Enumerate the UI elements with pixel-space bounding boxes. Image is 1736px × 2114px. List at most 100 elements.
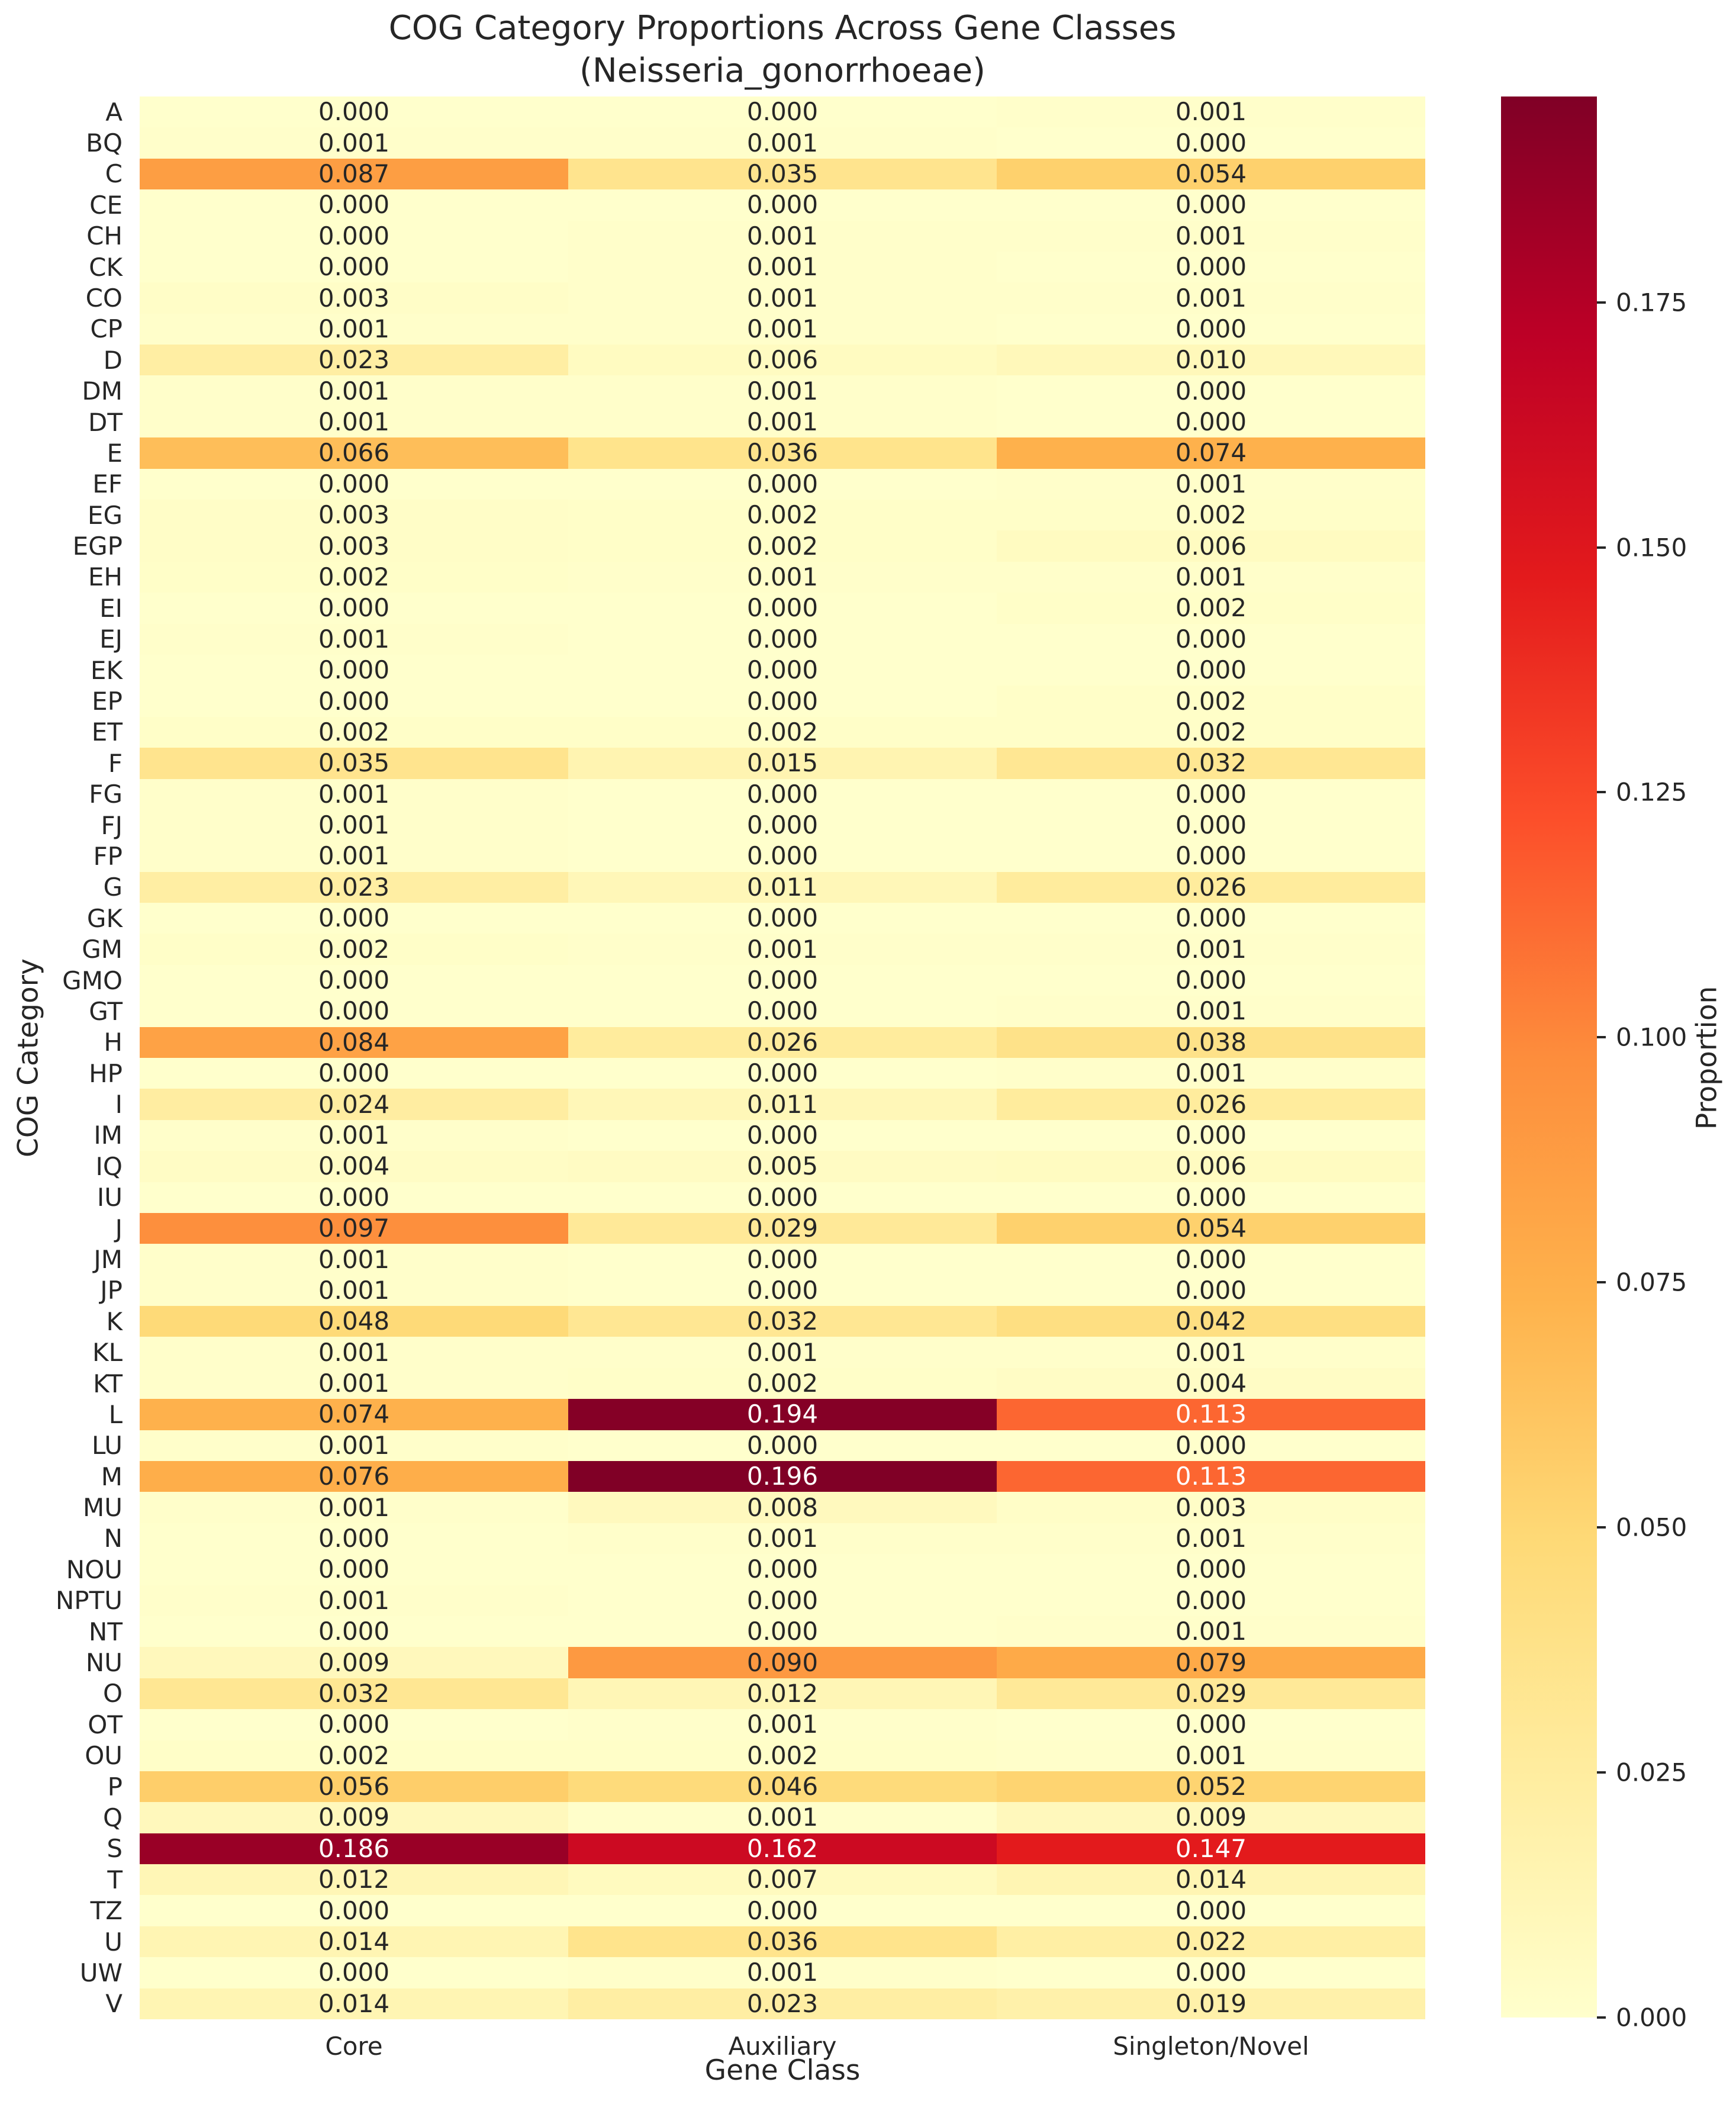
y-tick-label: JM bbox=[94, 1245, 123, 1274]
heatmap-cell: 0.194 bbox=[568, 1399, 997, 1430]
colorbar-tick-mark bbox=[1597, 1036, 1606, 1039]
y-tick-label: F bbox=[108, 748, 123, 778]
heatmap-cell: 0.000 bbox=[568, 623, 997, 655]
heatmap-cell: 0.023 bbox=[568, 1988, 997, 2019]
heatmap-cell: 0.000 bbox=[140, 220, 568, 252]
heatmap-cell: 0.006 bbox=[997, 1151, 1425, 1182]
heatmap-cell: 0.000 bbox=[997, 313, 1425, 345]
y-tick-label: OT bbox=[88, 1710, 123, 1739]
heatmap-cell: 0.000 bbox=[140, 1616, 568, 1648]
colorbar-tick-mark bbox=[1597, 1771, 1606, 1774]
heatmap-cell: 0.001 bbox=[997, 220, 1425, 252]
heatmap-cell: 0.076 bbox=[140, 1461, 568, 1492]
heatmap-cell: 0.036 bbox=[568, 1926, 997, 1958]
heatmap-cell: 0.001 bbox=[568, 313, 997, 345]
y-tick-label: CO bbox=[85, 284, 123, 313]
y-tick-label: Q bbox=[102, 1803, 123, 1832]
heatmap-cell: 0.001 bbox=[568, 1523, 997, 1555]
heatmap-cell: 0.001 bbox=[140, 1337, 568, 1368]
y-tick-label: MU bbox=[83, 1493, 123, 1523]
heatmap-cell: 0.001 bbox=[997, 996, 1425, 1027]
heatmap-cell: 0.002 bbox=[997, 593, 1425, 624]
y-tick-label: FP bbox=[93, 841, 123, 871]
heatmap-cell: 0.000 bbox=[568, 189, 997, 221]
heatmap-cell: 0.035 bbox=[140, 748, 568, 779]
colorbar-tick-mark bbox=[1597, 546, 1606, 549]
y-tick-label: EJ bbox=[99, 625, 123, 654]
heatmap-cell: 0.113 bbox=[997, 1461, 1425, 1492]
heatmap-cell: 0.000 bbox=[997, 189, 1425, 221]
y-tick-label: KT bbox=[93, 1369, 123, 1398]
heatmap-cell: 0.000 bbox=[568, 686, 997, 717]
y-tick-label: D bbox=[103, 345, 123, 375]
heatmap-cell: 0.000 bbox=[568, 593, 997, 624]
y-tick-label: G bbox=[103, 873, 123, 902]
heatmap-cell: 0.001 bbox=[568, 282, 997, 314]
heatmap-cell: 0.000 bbox=[140, 1523, 568, 1555]
y-tick-label: DT bbox=[88, 407, 123, 437]
heatmap-cell: 0.162 bbox=[568, 1833, 997, 1865]
heatmap-cell: 0.024 bbox=[140, 1089, 568, 1120]
chart-title-line2: (Neisseria_gonorrhoeae) bbox=[579, 52, 985, 90]
heatmap-cell: 0.079 bbox=[997, 1647, 1425, 1678]
heatmap-cell: 0.000 bbox=[140, 1895, 568, 1926]
heatmap-cell: 0.012 bbox=[568, 1678, 997, 1710]
heatmap-cell: 0.000 bbox=[568, 1895, 997, 1926]
colorbar-tick-mark bbox=[1597, 301, 1606, 304]
y-tick-label: EI bbox=[99, 593, 123, 623]
y-tick-label: GT bbox=[89, 996, 123, 1026]
heatmap-cell: 0.000 bbox=[997, 1244, 1425, 1275]
heatmap-cell: 0.000 bbox=[997, 778, 1425, 810]
heatmap-cell: 0.008 bbox=[568, 1492, 997, 1523]
heatmap-cell: 0.090 bbox=[568, 1647, 997, 1678]
heatmap-cell: 0.052 bbox=[997, 1771, 1425, 1803]
heatmap-cell: 0.001 bbox=[568, 406, 997, 438]
heatmap-cell: 0.113 bbox=[997, 1399, 1425, 1430]
heatmap-cell: 0.002 bbox=[997, 716, 1425, 748]
heatmap-cell: 0.000 bbox=[997, 841, 1425, 872]
colorbar-tick-mark bbox=[1597, 2016, 1606, 2019]
y-tick-label: CP bbox=[90, 314, 123, 344]
heatmap-cell: 0.001 bbox=[568, 561, 997, 593]
heatmap-cell: 0.019 bbox=[997, 1988, 1425, 2019]
heatmap-cell: 0.000 bbox=[568, 654, 997, 686]
y-tick-label: EF bbox=[92, 469, 123, 499]
colorbar-title: Proportion bbox=[1690, 986, 1724, 1130]
heatmap-cell: 0.002 bbox=[997, 686, 1425, 717]
colorbar-tick-label: 0.025 bbox=[1616, 1758, 1687, 1787]
heatmap-cell: 0.001 bbox=[568, 127, 997, 159]
y-tick-label: KL bbox=[92, 1338, 123, 1367]
heatmap-cell: 0.001 bbox=[140, 127, 568, 159]
heatmap-cell: 0.002 bbox=[997, 500, 1425, 531]
y-tick-label: IU bbox=[96, 1183, 123, 1212]
heatmap-cell: 0.000 bbox=[997, 1895, 1425, 1926]
y-tick-label: GMO bbox=[62, 966, 123, 995]
y-tick-label: GM bbox=[82, 935, 123, 964]
heatmap-cell: 0.001 bbox=[997, 561, 1425, 593]
heatmap-cell: 0.001 bbox=[140, 623, 568, 655]
heatmap-cell: 0.000 bbox=[140, 593, 568, 624]
heatmap-cell: 0.001 bbox=[997, 468, 1425, 500]
heatmap-cell: 0.026 bbox=[568, 1027, 997, 1058]
heatmap-cell: 0.004 bbox=[997, 1367, 1425, 1399]
y-tick-label: U bbox=[104, 1927, 123, 1957]
heatmap-cell: 0.004 bbox=[140, 1151, 568, 1182]
heatmap-cell: 0.014 bbox=[140, 1926, 568, 1958]
y-tick-label: NOU bbox=[66, 1555, 123, 1584]
heatmap-cell: 0.000 bbox=[140, 654, 568, 686]
heatmap-cell: 0.001 bbox=[140, 841, 568, 872]
heatmap-cell: 0.012 bbox=[140, 1864, 568, 1896]
heatmap-cell: 0.001 bbox=[140, 1367, 568, 1399]
heatmap-cell: 0.000 bbox=[568, 1616, 997, 1648]
y-tick-label: EP bbox=[92, 687, 123, 716]
y-tick-label: H bbox=[104, 1028, 123, 1057]
heatmap-cell: 0.001 bbox=[140, 1244, 568, 1275]
heatmap-cell: 0.000 bbox=[997, 903, 1425, 934]
heatmap-cell: 0.001 bbox=[997, 1740, 1425, 1771]
heatmap-cell: 0.001 bbox=[997, 1616, 1425, 1648]
heatmap-cell: 0.001 bbox=[568, 1957, 997, 1988]
y-tick-label: DM bbox=[82, 377, 123, 406]
heatmap-cell: 0.000 bbox=[997, 1585, 1425, 1616]
colorbar-tick-mark bbox=[1597, 1526, 1606, 1529]
heatmap-cell: 0.038 bbox=[997, 1027, 1425, 1058]
